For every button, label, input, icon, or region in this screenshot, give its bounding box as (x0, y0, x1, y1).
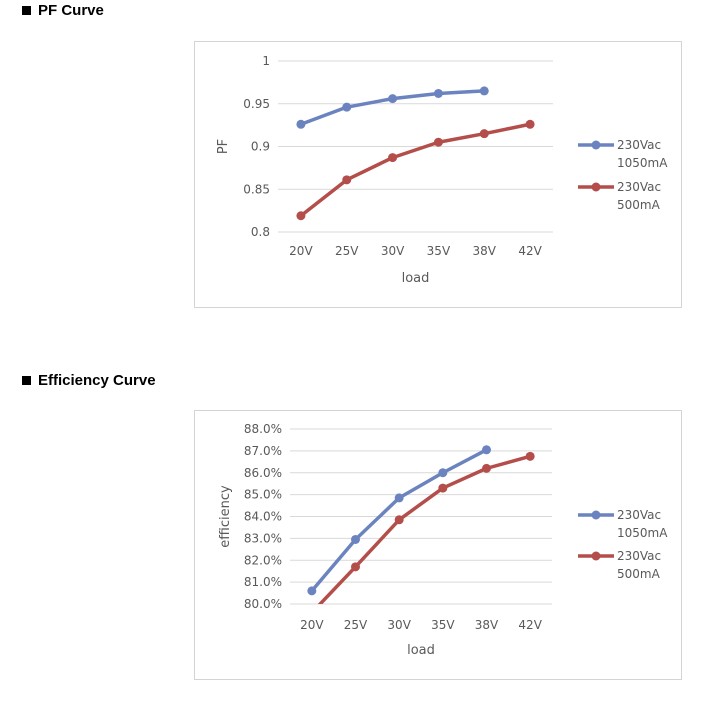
legend-label: 230Vac (617, 508, 661, 522)
legend-label: 230Vac (617, 138, 661, 152)
data-point (438, 468, 448, 478)
data-point (433, 137, 443, 147)
x-tick-label: 38V (473, 244, 497, 258)
legend-label: 230Vac (617, 180, 661, 194)
data-point (307, 586, 317, 596)
series-line (299, 122, 531, 218)
y-tick-label: 81.0% (244, 575, 282, 589)
pf-section-title: PF Curve (38, 2, 104, 19)
data-point (388, 153, 398, 163)
y-tick-label: 86.0% (244, 466, 282, 480)
legend-label: 230Vac (617, 549, 661, 563)
data-point (479, 129, 489, 139)
data-point (342, 175, 352, 185)
x-tick-label: 30V (387, 618, 411, 632)
data-point (482, 463, 491, 473)
legend-label: 1050mA (617, 156, 668, 170)
x-tick-label: 38V (475, 618, 499, 632)
square-bullet-icon (22, 6, 31, 15)
y-tick-label: 84.0% (244, 510, 282, 524)
x-tick-label: 42V (518, 618, 542, 632)
y-tick-label: 0.8 (251, 225, 270, 239)
y-tick-label: 0.85 (243, 182, 270, 196)
data-point (525, 119, 535, 129)
y-tick-label: 1 (262, 54, 270, 68)
efficiency-section-title: Efficiency Curve (38, 372, 156, 389)
data-point (394, 493, 404, 503)
y-axis-title: efficiency (218, 485, 233, 548)
data-point (388, 94, 398, 104)
x-tick-label: 20V (300, 618, 324, 632)
x-axis-title: load (407, 643, 435, 658)
data-point (438, 483, 448, 493)
pf-chart-frame: 0.8 0.85 0.9 0.95 1 20V 25V 30V 35V 38V 42V load PF 2… (194, 41, 682, 308)
y-tick-label: 80.0% (244, 597, 282, 611)
legend-label: 500mA (617, 567, 661, 581)
x-tick-label: 35V (431, 618, 455, 632)
efficiency-chart-frame: 80.0% 81.0% 82.0% 83.0% 84.0% 85.0% 86.0% 87.0%… (194, 410, 682, 680)
pf-chart: 0.8 0.85 0.9 0.95 1 20V 25V 30V 35V 38V 42V load PF 2… (216, 54, 668, 286)
efficiency-chart: 80.0% 81.0% 82.0% 83.0% 84.0% 85.0% 86.0% 87.0%… (218, 422, 668, 658)
y-tick-label: 0.9 (251, 140, 270, 154)
x-tick-label: 25V (344, 618, 368, 632)
data-point (433, 88, 443, 98)
data-point (296, 119, 306, 129)
x-tick-label: 35V (427, 244, 451, 258)
data-point (351, 562, 360, 572)
y-tick-label: 0.95 (243, 97, 270, 111)
series-line (317, 454, 531, 604)
data-point (342, 102, 352, 112)
legend-label: 500mA (617, 198, 661, 212)
y-tick-label: 82.0% (244, 553, 282, 567)
y-tick-label: 87.0% (244, 444, 282, 458)
data-point (525, 451, 535, 461)
legend-label: 1050mA (617, 526, 668, 540)
pf-section-heading: PF Curve (22, 2, 104, 19)
x-tick-label: 30V (381, 244, 405, 258)
x-tick-label: 42V (518, 244, 542, 258)
efficiency-section-heading: Efficiency Curve (22, 372, 156, 389)
y-tick-label: 85.0% (244, 488, 282, 502)
data-point (394, 515, 404, 525)
legend-marker (591, 510, 601, 520)
y-tick-label: 88.0% (244, 422, 282, 436)
data-point (296, 211, 306, 221)
plot-area (307, 445, 535, 617)
y-tick-label: 83.0% (244, 531, 282, 545)
square-bullet-icon (22, 376, 31, 385)
data-point (307, 608, 316, 617)
x-axis-title: load (402, 271, 430, 286)
x-tick-label: 25V (335, 244, 359, 258)
data-point (351, 534, 360, 544)
legend-marker (591, 182, 601, 192)
legend-marker (591, 551, 601, 561)
plot-area (296, 86, 535, 221)
x-tick-label: 20V (289, 244, 313, 258)
data-point (479, 86, 489, 96)
data-point (482, 445, 491, 455)
legend-marker (591, 140, 601, 150)
y-axis-title: PF (216, 139, 231, 154)
